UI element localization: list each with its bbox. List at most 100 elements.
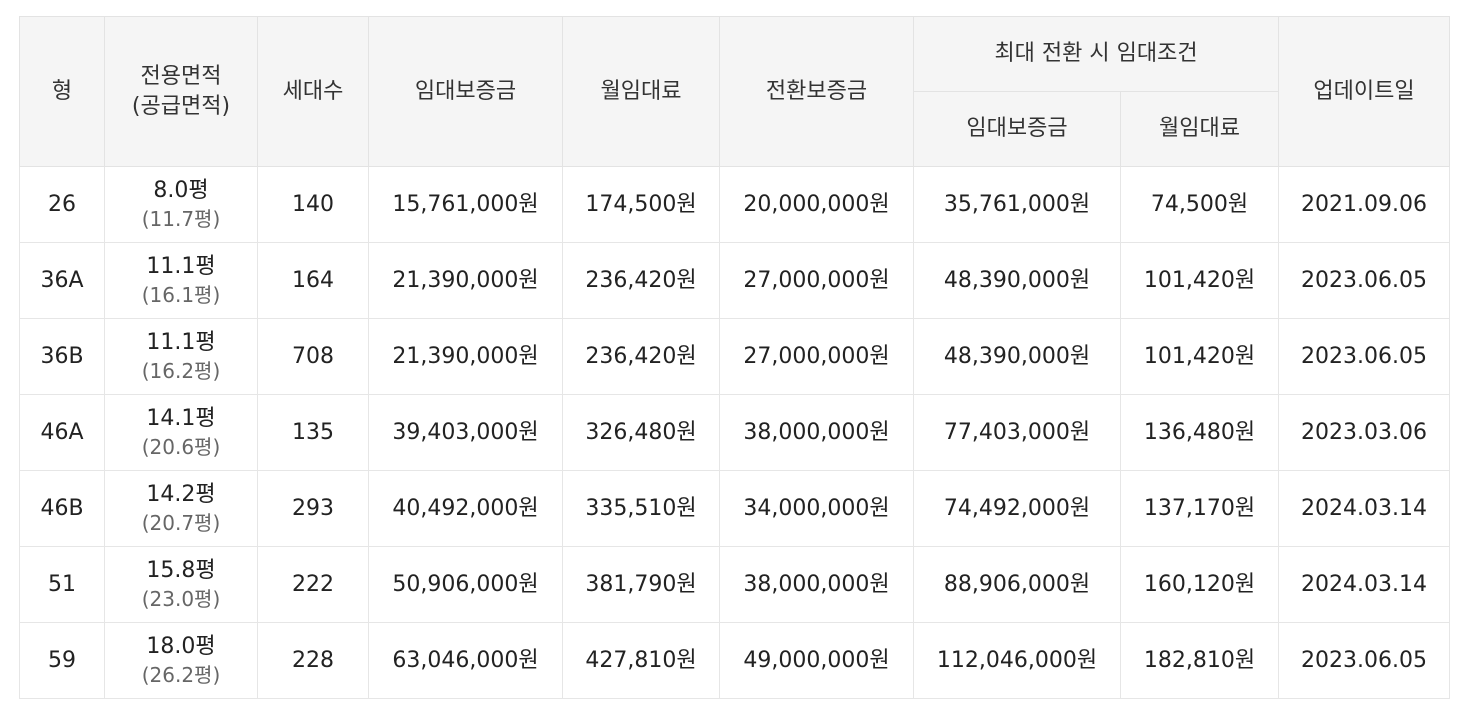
header-update-date: 업데이트일: [1278, 16, 1451, 167]
cell-area: 11.1평 (16.2평): [104, 318, 258, 395]
cell-area: 15.8평 (23.0평): [104, 546, 258, 623]
cell-type: 36B: [19, 318, 105, 395]
cell-monthly-rent: 174,500원: [562, 166, 720, 243]
cell-type: 59: [19, 622, 105, 699]
rental-conditions-table: 형 전용면적 (공급면적) 세대수 임대보증금 월임대료 전환보증금 최대 전환…: [19, 16, 1451, 699]
cell-update-date: 2023.03.06: [1278, 394, 1451, 471]
cell-update-date: 2023.06.05: [1278, 318, 1451, 395]
cell-area: 14.2평 (20.7평): [104, 470, 258, 547]
cell-area-exclusive: 11.1평: [146, 329, 216, 355]
table-body: 26 8.0평 (11.7평) 140 15,761,000원 174,500원 …: [19, 166, 1451, 699]
cell-area: 11.1평 (16.1평): [104, 242, 258, 319]
cell-conversion-deposit: 49,000,000원: [719, 622, 914, 699]
cell-area-exclusive: 14.2평: [146, 481, 216, 507]
table-row: 36B 11.1평 (16.2평) 708 21,390,000원 236,420…: [19, 318, 1451, 395]
cell-conversion-deposit: 38,000,000원: [719, 394, 914, 471]
cell-max-deposit: 35,761,000원: [913, 166, 1121, 243]
cell-area-exclusive: 8.0평: [153, 177, 209, 203]
cell-households: 228: [257, 622, 369, 699]
table-row: 36A 11.1평 (16.1평) 164 21,390,000원 236,420…: [19, 242, 1451, 319]
cell-deposit: 21,390,000원: [368, 318, 563, 395]
header-area-exclusive: 전용면적: [140, 63, 222, 89]
cell-households: 164: [257, 242, 369, 319]
cell-type: 46B: [19, 470, 105, 547]
table-row: 46B 14.2평 (20.7평) 293 40,492,000원 335,510…: [19, 470, 1451, 547]
cell-conversion-deposit: 38,000,000원: [719, 546, 914, 623]
cell-update-date: 2024.03.14: [1278, 470, 1451, 547]
cell-area: 18.0평 (26.2평): [104, 622, 258, 699]
cell-area-supply: (11.7평): [141, 206, 221, 231]
cell-households: 135: [257, 394, 369, 471]
cell-monthly-rent: 427,810원: [562, 622, 720, 699]
table-row: 59 18.0평 (26.2평) 228 63,046,000원 427,810원…: [19, 622, 1451, 699]
cell-update-date: 2023.06.05: [1278, 242, 1451, 319]
cell-monthly-rent: 236,420원: [562, 318, 720, 395]
cell-area-supply: (16.1평): [141, 282, 221, 307]
cell-max-deposit: 77,403,000원: [913, 394, 1121, 471]
cell-update-date: 2023.06.05: [1278, 622, 1451, 699]
cell-households: 140: [257, 166, 369, 243]
cell-max-monthly-rent: 160,120원: [1119, 546, 1280, 623]
table-row: 26 8.0평 (11.7평) 140 15,761,000원 174,500원 …: [19, 166, 1451, 243]
cell-type: 46A: [19, 394, 105, 471]
cell-monthly-rent: 236,420원: [562, 242, 720, 319]
cell-max-monthly-rent: 136,480원: [1119, 394, 1280, 471]
cell-conversion-deposit: 20,000,000원: [719, 166, 914, 243]
cell-conversion-deposit: 27,000,000원: [719, 318, 914, 395]
cell-deposit: 21,390,000원: [368, 242, 563, 319]
cell-area-supply: (16.2평): [141, 358, 221, 383]
cell-area: 8.0평 (11.7평): [104, 166, 258, 243]
cell-max-deposit: 48,390,000원: [913, 318, 1121, 395]
header-max-monthly-rent: 월임대료: [1119, 91, 1280, 167]
cell-households: 293: [257, 470, 369, 547]
cell-max-monthly-rent: 137,170원: [1119, 470, 1280, 547]
cell-deposit: 39,403,000원: [368, 394, 563, 471]
header-deposit: 임대보증금: [368, 16, 563, 167]
cell-update-date: 2024.03.14: [1278, 546, 1451, 623]
table-row: 51 15.8평 (23.0평) 222 50,906,000원 381,790원…: [19, 546, 1451, 623]
cell-area-supply: (26.2평): [141, 662, 221, 687]
table-row: 46A 14.1평 (20.6평) 135 39,403,000원 326,480…: [19, 394, 1451, 471]
header-monthly-rent: 월임대료: [562, 16, 720, 167]
header-type: 형: [19, 16, 105, 167]
cell-monthly-rent: 326,480원: [562, 394, 720, 471]
cell-deposit: 50,906,000원: [368, 546, 563, 623]
cell-households: 222: [257, 546, 369, 623]
cell-area-supply: (20.7평): [141, 510, 221, 535]
cell-type: 26: [19, 166, 105, 243]
cell-area-exclusive: 14.1평: [146, 405, 216, 431]
cell-max-monthly-rent: 101,420원: [1119, 242, 1280, 319]
cell-deposit: 63,046,000원: [368, 622, 563, 699]
cell-households: 708: [257, 318, 369, 395]
cell-monthly-rent: 335,510원: [562, 470, 720, 547]
cell-deposit: 40,492,000원: [368, 470, 563, 547]
cell-conversion-deposit: 27,000,000원: [719, 242, 914, 319]
cell-max-deposit: 112,046,000원: [913, 622, 1121, 699]
cell-max-deposit: 74,492,000원: [913, 470, 1121, 547]
header-area: 전용면적 (공급면적): [104, 16, 258, 167]
cell-area: 14.1평 (20.6평): [104, 394, 258, 471]
cell-area-exclusive: 15.8평: [146, 557, 216, 583]
cell-deposit: 15,761,000원: [368, 166, 563, 243]
header-households: 세대수: [257, 16, 369, 167]
cell-monthly-rent: 381,790원: [562, 546, 720, 623]
cell-area-exclusive: 11.1평: [146, 253, 216, 279]
cell-max-deposit: 48,390,000원: [913, 242, 1121, 319]
cell-max-monthly-rent: 101,420원: [1119, 318, 1280, 395]
cell-type: 36A: [19, 242, 105, 319]
header-max-conversion-group: 최대 전환 시 임대조건: [912, 16, 1280, 92]
cell-max-monthly-rent: 182,810원: [1119, 622, 1280, 699]
header-max-deposit: 임대보증금: [913, 91, 1121, 167]
table-header: 형 전용면적 (공급면적) 세대수 임대보증금 월임대료 전환보증금 최대 전환…: [19, 16, 1451, 167]
cell-max-monthly-rent: 74,500원: [1119, 166, 1280, 243]
header-conversion-deposit: 전환보증금: [719, 16, 914, 167]
header-area-supply: (공급면적): [131, 93, 231, 119]
cell-conversion-deposit: 34,000,000원: [719, 470, 914, 547]
cell-update-date: 2021.09.06: [1278, 166, 1451, 243]
cell-type: 51: [19, 546, 105, 623]
cell-area-supply: (20.6평): [141, 434, 221, 459]
rental-conditions-table-container: 형 전용면적 (공급면적) 세대수 임대보증금 월임대료 전환보증금 최대 전환…: [19, 16, 1451, 699]
cell-area-supply: (23.0평): [141, 586, 221, 611]
cell-area-exclusive: 18.0평: [146, 633, 216, 659]
cell-max-deposit: 88,906,000원: [913, 546, 1121, 623]
